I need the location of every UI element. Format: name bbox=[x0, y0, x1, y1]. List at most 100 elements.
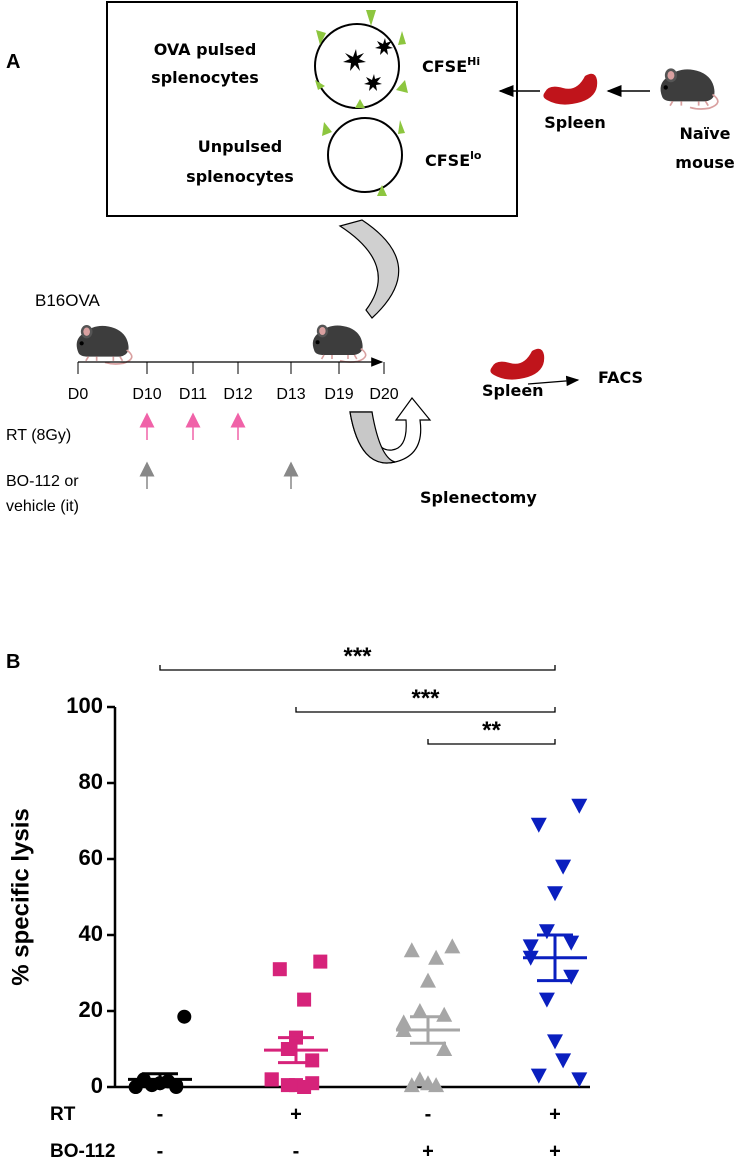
significance-bracket bbox=[427, 739, 556, 745]
point bbox=[444, 938, 461, 954]
condition-sign: + bbox=[422, 1140, 434, 1162]
point bbox=[297, 992, 312, 1007]
point bbox=[547, 886, 563, 902]
point bbox=[571, 798, 588, 814]
condition-sign: - bbox=[157, 1140, 164, 1162]
point bbox=[411, 1003, 428, 1018]
arrow bbox=[527, 375, 580, 387]
box-text: splenocytes bbox=[186, 167, 294, 186]
condition-sign: - bbox=[293, 1140, 300, 1162]
splenectomy-arrow bbox=[349, 411, 396, 464]
condition-sign: + bbox=[549, 1140, 561, 1162]
point bbox=[272, 962, 287, 977]
cfse-sup: lo bbox=[470, 149, 482, 162]
significance-bracket bbox=[159, 665, 556, 671]
point bbox=[403, 1077, 420, 1093]
mouse-icon bbox=[75, 324, 133, 365]
point bbox=[403, 942, 420, 958]
mouse-icon bbox=[311, 323, 367, 363]
point bbox=[436, 1041, 453, 1056]
rt-arrows bbox=[139, 412, 246, 440]
day-label: D12 bbox=[223, 386, 252, 403]
point bbox=[538, 924, 555, 940]
mouse-icon bbox=[659, 67, 719, 110]
condition-sign: - bbox=[157, 1103, 164, 1125]
facs-label: FACS bbox=[598, 368, 643, 387]
day-label: D10 bbox=[132, 386, 161, 403]
rt-label: RT (8Gy) bbox=[6, 427, 71, 444]
point bbox=[411, 1071, 428, 1087]
condition-sign: + bbox=[290, 1103, 302, 1125]
condition-label: BO-112 bbox=[50, 1141, 115, 1162]
y-tick-label: 100 bbox=[66, 693, 103, 718]
point bbox=[436, 1006, 453, 1022]
cfse-label: CFSElo bbox=[425, 149, 482, 170]
point bbox=[522, 939, 539, 955]
point bbox=[571, 1072, 588, 1088]
cfse-label: CFSEHi bbox=[422, 55, 480, 76]
significance-bracket bbox=[295, 707, 556, 713]
point bbox=[305, 1053, 320, 1068]
y-tick-label: 60 bbox=[79, 845, 103, 870]
spleen-icon bbox=[490, 348, 545, 380]
box-text: splenocytes bbox=[151, 68, 259, 87]
point bbox=[297, 1080, 312, 1094]
point bbox=[563, 935, 580, 951]
point bbox=[428, 1077, 445, 1093]
cell-unpulsed bbox=[322, 117, 405, 196]
cell-pulsed bbox=[314, 10, 408, 109]
splenectomy-label: Splenectomy bbox=[420, 488, 537, 507]
cfse: CFSE bbox=[425, 151, 470, 170]
box-text: Unpulsed bbox=[198, 137, 283, 156]
day-label: D11 bbox=[179, 386, 207, 403]
point bbox=[530, 817, 547, 833]
significance-label: ** bbox=[482, 717, 501, 744]
y-tick-label: 0 bbox=[91, 1073, 103, 1098]
condition-sign: - bbox=[425, 1103, 432, 1125]
point bbox=[395, 1014, 412, 1030]
point bbox=[563, 969, 580, 985]
spleen-label: Spleen bbox=[544, 113, 606, 132]
mouse-label: Naïve bbox=[680, 124, 731, 143]
point bbox=[128, 1080, 143, 1094]
point bbox=[428, 949, 445, 965]
treatment-label: BO-112 or bbox=[6, 473, 79, 490]
box-text: OVA pulsed bbox=[154, 40, 257, 59]
condition-sign: + bbox=[549, 1103, 561, 1125]
transfer-arrow bbox=[338, 219, 400, 319]
model-label: B16OVA bbox=[35, 291, 101, 310]
y-axis-label: % specific lysis bbox=[7, 808, 34, 985]
treatment-arrows bbox=[139, 461, 299, 489]
day-label: D13 bbox=[276, 386, 305, 403]
point bbox=[547, 1034, 563, 1050]
treatment-label: vehicle (it) bbox=[6, 498, 79, 515]
day-label: D19 bbox=[324, 386, 353, 403]
day-label: D20 bbox=[369, 386, 398, 403]
point bbox=[264, 1072, 279, 1087]
condition-label: RT bbox=[50, 1104, 76, 1125]
significance-label: *** bbox=[411, 685, 440, 712]
y-tick-label: 20 bbox=[79, 997, 103, 1022]
panel-label: A bbox=[6, 51, 20, 73]
point bbox=[420, 972, 436, 988]
significance-label: *** bbox=[343, 643, 372, 670]
point bbox=[555, 859, 572, 875]
y-tick-label: 40 bbox=[79, 921, 103, 946]
cfse-sup: Hi bbox=[467, 55, 480, 68]
timeline-days: D0 D10 D11 D12 D13 D19 D20 bbox=[68, 362, 399, 403]
point bbox=[530, 1068, 547, 1084]
cfse: CFSE bbox=[422, 57, 467, 76]
y-tick-label: 80 bbox=[79, 769, 103, 794]
panel-label: B bbox=[6, 651, 20, 673]
point bbox=[555, 1053, 572, 1069]
day-label: D0 bbox=[68, 386, 89, 403]
point bbox=[313, 954, 328, 969]
point bbox=[177, 1009, 192, 1024]
spleen-icon bbox=[543, 73, 598, 105]
mouse-label: mouse bbox=[675, 153, 735, 172]
point bbox=[538, 992, 555, 1008]
box bbox=[106, 1, 518, 217]
spleen-label: Spleen bbox=[482, 381, 544, 400]
